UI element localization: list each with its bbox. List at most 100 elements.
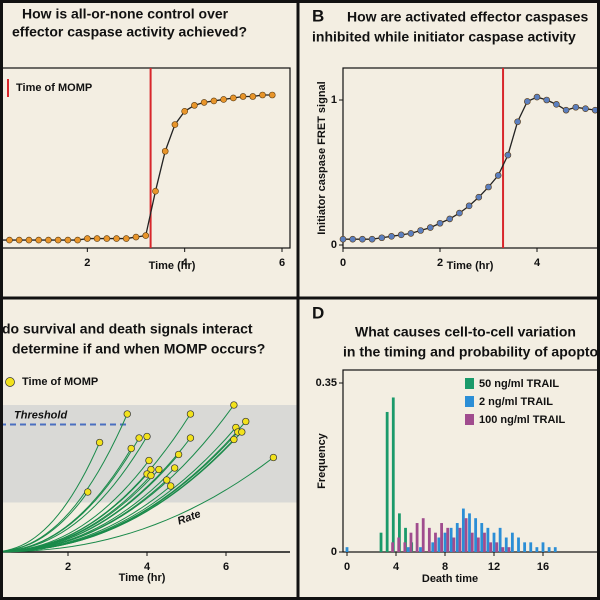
hist-bar bbox=[403, 542, 407, 552]
legend-swatch bbox=[465, 396, 474, 407]
panel-title: in the timing and probability of apopto bbox=[343, 344, 598, 360]
x-tick-label: 16 bbox=[537, 561, 549, 573]
data-point bbox=[368, 235, 376, 243]
x-axis-label: Time (hr) bbox=[447, 260, 494, 272]
hist-bar bbox=[458, 527, 462, 552]
x-tick-label: 2 bbox=[437, 257, 443, 269]
data-point bbox=[74, 236, 81, 244]
data-point bbox=[359, 235, 366, 243]
data-point bbox=[426, 224, 434, 231]
hist-bar bbox=[483, 532, 486, 552]
hist-bar bbox=[455, 523, 459, 552]
x-tick-label: 6 bbox=[279, 257, 285, 269]
data-point bbox=[494, 172, 502, 179]
legend-swatch bbox=[5, 377, 15, 387]
momp-point bbox=[186, 410, 195, 418]
momp-point bbox=[147, 471, 155, 480]
data-point bbox=[562, 106, 570, 114]
legend-label: Time of MOMP bbox=[22, 376, 98, 388]
x-tick-label: 6 bbox=[223, 561, 229, 573]
data-point bbox=[239, 93, 247, 100]
legend-swatch bbox=[465, 378, 474, 389]
momp-point bbox=[230, 401, 238, 409]
x-axis-label: Death time bbox=[422, 573, 478, 585]
data-point bbox=[200, 99, 208, 106]
data-point bbox=[514, 118, 521, 126]
data-point bbox=[268, 91, 276, 99]
legend-swatch bbox=[465, 414, 474, 425]
data-point bbox=[485, 183, 492, 191]
data-point bbox=[249, 93, 257, 100]
hist-bar bbox=[427, 527, 431, 552]
hist-bar bbox=[523, 542, 527, 552]
data-point bbox=[103, 235, 111, 242]
momp-point bbox=[167, 482, 175, 490]
data-point bbox=[171, 121, 179, 128]
momp-point bbox=[242, 417, 250, 426]
hist-bar bbox=[431, 542, 435, 552]
data-point bbox=[339, 235, 347, 243]
x-tick-label: 8 bbox=[442, 561, 448, 573]
legend-label: 100 ng/ml TRAIL bbox=[479, 414, 565, 426]
data-point bbox=[349, 235, 357, 243]
hist-bar bbox=[541, 542, 545, 552]
data-point bbox=[397, 231, 405, 239]
panel-title: What causes cell-to-cell variation bbox=[355, 324, 576, 340]
data-point bbox=[35, 236, 42, 244]
data-point bbox=[417, 227, 424, 234]
hist-bar bbox=[379, 532, 383, 552]
data-point bbox=[132, 233, 140, 241]
hist-bar bbox=[440, 523, 443, 552]
hist-bar bbox=[492, 532, 496, 552]
data-point bbox=[93, 235, 101, 242]
y-tick-label: 0.35 bbox=[316, 377, 337, 389]
legend-label: Time of MOMP bbox=[16, 82, 92, 94]
x-tick-label: 4 bbox=[534, 257, 541, 269]
panel-letter: B bbox=[312, 6, 324, 25]
x-axis-label: Time (hr) bbox=[149, 260, 196, 272]
x-tick-label: 4 bbox=[144, 561, 151, 573]
hist-bar bbox=[409, 532, 413, 552]
panel-title: effector caspase activity achieved? bbox=[12, 24, 247, 40]
content: How is all-or-none control over effector … bbox=[0, 6, 600, 585]
y-tick-label: 1 bbox=[331, 94, 337, 106]
panel-title: inhibited while initiator caspase activi… bbox=[312, 29, 576, 45]
legend-label: 2 ng/ml TRAIL bbox=[479, 396, 553, 408]
x-tick-label: 12 bbox=[488, 561, 500, 573]
data-point bbox=[142, 232, 150, 239]
hist-bar bbox=[495, 542, 499, 552]
y-axis-label: Frequency bbox=[316, 432, 328, 489]
momp-point bbox=[163, 476, 171, 484]
hist-bar bbox=[553, 547, 557, 552]
data-point bbox=[15, 236, 23, 244]
data-point bbox=[220, 96, 227, 103]
data-point bbox=[553, 101, 560, 108]
data-point bbox=[436, 219, 444, 227]
data-point bbox=[465, 202, 473, 210]
momp-point bbox=[170, 464, 179, 472]
hist-bar bbox=[489, 542, 492, 552]
data-point bbox=[113, 235, 120, 242]
data-point bbox=[230, 94, 237, 102]
hist-bar bbox=[452, 537, 456, 552]
hist-bar bbox=[470, 532, 474, 552]
cell-trajectory bbox=[0, 413, 128, 553]
panel-title: How is all-or-none control over bbox=[22, 6, 229, 22]
momp-point bbox=[238, 428, 246, 436]
hist-bar bbox=[434, 532, 437, 552]
hist-bar bbox=[391, 542, 394, 552]
hist-bar bbox=[437, 537, 441, 552]
data-point bbox=[543, 96, 551, 104]
hist-bar bbox=[517, 537, 520, 552]
data-point bbox=[388, 233, 395, 240]
data-point bbox=[84, 235, 91, 242]
data-point bbox=[523, 98, 531, 105]
data-point bbox=[161, 147, 169, 155]
plot-frame bbox=[342, 67, 600, 249]
threshold-label: Threshold bbox=[14, 409, 67, 421]
data-point bbox=[45, 236, 52, 244]
hist-bar bbox=[406, 547, 410, 552]
hist-bar bbox=[398, 513, 401, 552]
data-point bbox=[181, 107, 188, 115]
